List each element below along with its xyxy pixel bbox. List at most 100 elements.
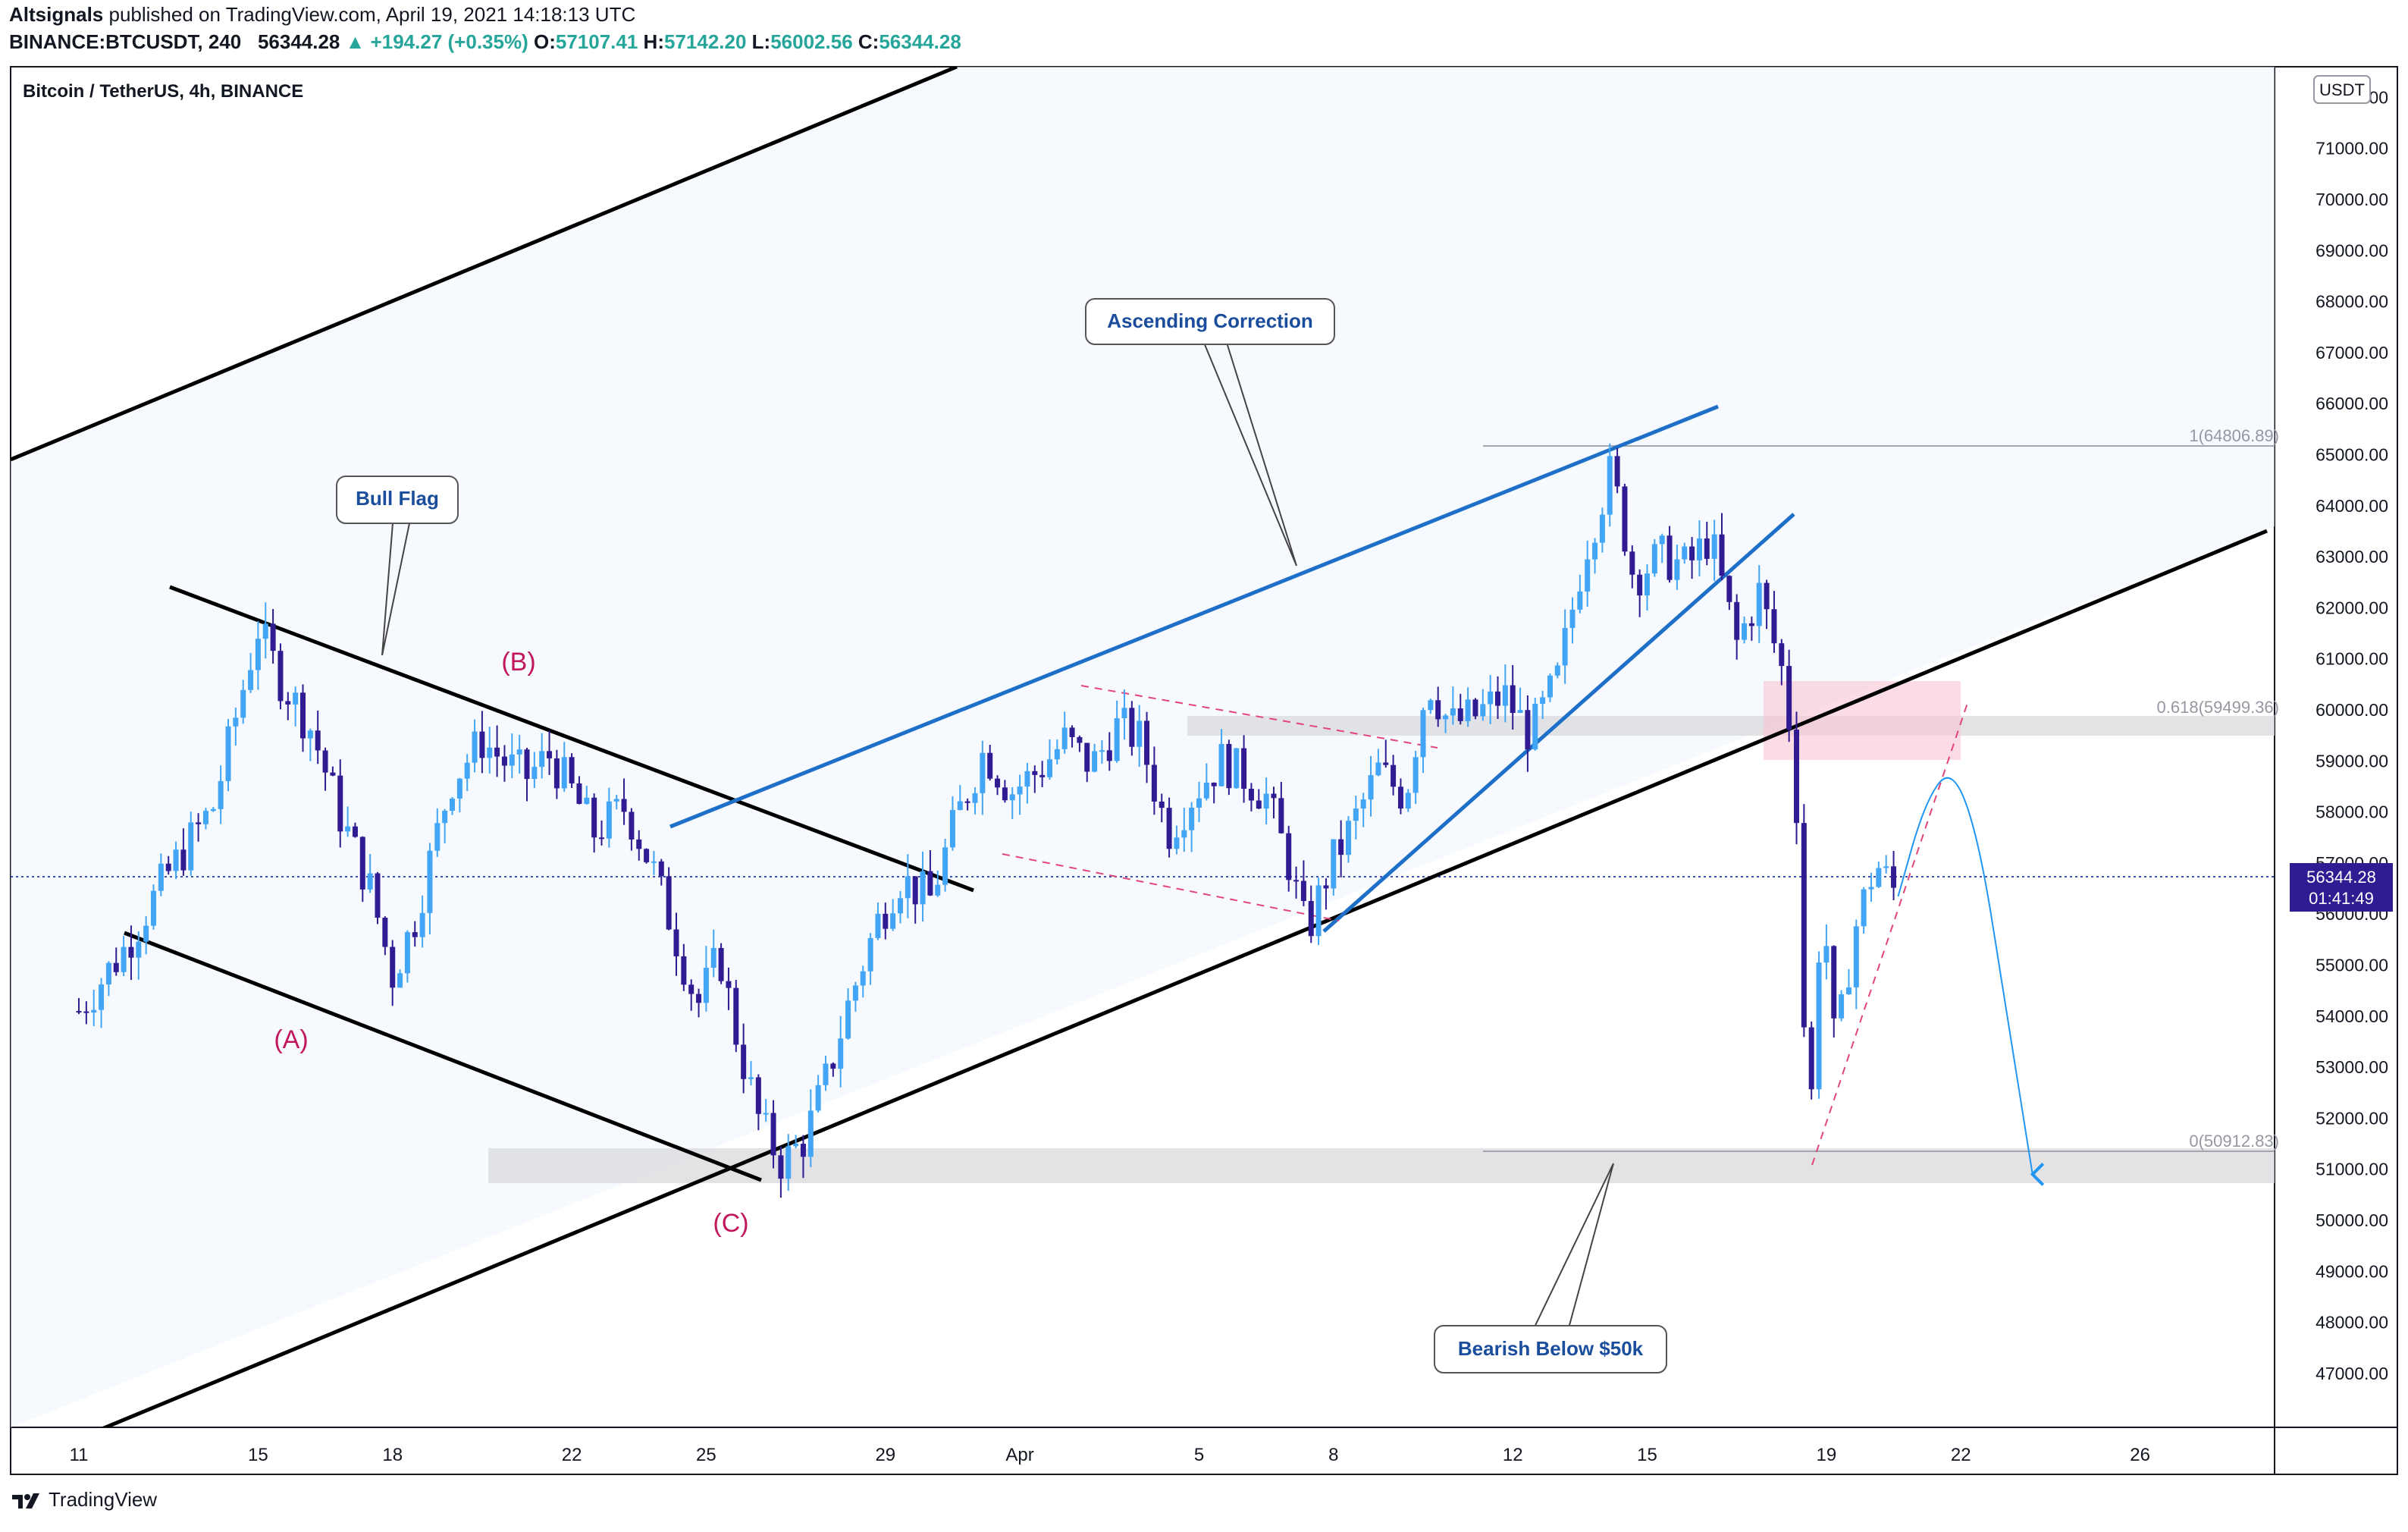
price-tick-label: 51000.00 (2316, 1160, 2388, 1179)
candle-body (1218, 743, 1224, 786)
candle-body (547, 751, 553, 758)
bearish-label: Bearish Below $50k (1458, 1337, 1644, 1360)
time-tick-label: 18 (382, 1445, 403, 1465)
candle-body (494, 747, 500, 757)
candle-body (1450, 708, 1456, 716)
candle-body (456, 778, 462, 799)
candle-body (1689, 546, 1695, 560)
ascending-correction-label: Ascending Correction (1107, 309, 1313, 332)
candle-body (1226, 743, 1232, 789)
candle-body (1457, 708, 1463, 721)
candle-body (1435, 700, 1441, 720)
candle-body (733, 987, 739, 1045)
candle-body (1614, 456, 1620, 487)
candle-body (1286, 833, 1292, 881)
candle-body (1300, 881, 1306, 902)
candle-body (1726, 576, 1732, 602)
price-tick-label: 68000.00 (2316, 292, 2388, 312)
candle-body (688, 984, 694, 994)
candle-body (972, 793, 978, 803)
candle-body (1166, 808, 1172, 849)
price-tick-label: 59000.00 (2316, 751, 2388, 771)
time-tick-label: 15 (248, 1445, 268, 1465)
candle-body (1024, 771, 1030, 787)
time-tick-label: 11 (70, 1445, 89, 1465)
candle-body (666, 876, 672, 930)
candle-body (1203, 782, 1209, 799)
candle-body (233, 717, 239, 727)
candle-body (225, 726, 231, 781)
candle-body (1794, 730, 1799, 824)
price-tick-label: 53000.00 (2316, 1057, 2388, 1077)
candle-body (1047, 759, 1052, 777)
time-axis[interactable]: 11 15 18 22 25 29 Apr 5 8 12 15 19 22 26 (70, 1445, 2150, 1465)
price-tick-label: 60000.00 (2316, 700, 2388, 720)
candle-body (99, 984, 105, 1010)
candle-body (404, 932, 410, 974)
candle-body (1278, 798, 1284, 833)
candle-body (143, 925, 149, 942)
candle-body (1061, 727, 1068, 749)
candle-body (576, 783, 582, 804)
candle-body (1742, 623, 1748, 640)
price-axis[interactable]: 47000.00 48000.00 49000.00 50000.00 51000.00… (2316, 87, 2388, 1383)
bearish-callout-pointer (1529, 1163, 1614, 1337)
candle-body (1017, 786, 1023, 795)
candle-body (293, 692, 299, 705)
candle-body (1241, 748, 1247, 790)
open-label: O: (533, 30, 556, 53)
candle-body (1622, 486, 1628, 552)
open-value: 57107.41 (555, 30, 638, 53)
currency-badge[interactable]: USDT (2313, 75, 2371, 104)
candle-body (1801, 823, 1807, 1028)
candle-body (1009, 794, 1015, 801)
price-tick-label: 69000.00 (2316, 240, 2388, 260)
candle-body (390, 947, 396, 988)
price-tick-label: 63000.00 (2316, 547, 2388, 567)
low-label: L: (751, 30, 771, 53)
candle-body (1629, 551, 1635, 575)
candle-body (1607, 456, 1613, 515)
candle-body (315, 730, 321, 751)
candle-body (980, 752, 986, 793)
high-value: 57142.20 (663, 30, 747, 53)
flag-upper-line (169, 585, 974, 893)
candle-body (173, 849, 179, 871)
candle-body (1092, 751, 1098, 772)
candle-body (905, 876, 911, 899)
tradingview-logo-icon (12, 1493, 39, 1508)
candle-body (165, 863, 171, 871)
candle-body (442, 811, 448, 824)
candle-body (1428, 700, 1434, 711)
time-tick-label: 25 (696, 1445, 716, 1465)
candle-body (307, 730, 313, 739)
price-tick-label: 67000.00 (2316, 343, 2388, 363)
candle-body (875, 913, 881, 938)
time-tick-label: 26 (2130, 1445, 2150, 1465)
candle-body (1748, 623, 1754, 626)
candle-body (920, 871, 926, 905)
publisher-name[interactable]: Altsignals (9, 3, 104, 26)
price-tick-label: 66000.00 (2316, 394, 2388, 413)
candle-body (1472, 699, 1478, 717)
candle-body (531, 767, 538, 780)
candle-body (995, 778, 1001, 788)
candle-body (330, 772, 336, 776)
candle-body (1868, 887, 1874, 890)
candle-body (1696, 538, 1702, 560)
candle-body (1577, 591, 1583, 610)
tradingview-footer[interactable]: TradingView (11, 1488, 157, 1512)
candle-body (845, 1000, 851, 1039)
candle-body (569, 757, 575, 783)
candle-body (987, 752, 993, 779)
candle-body (1517, 710, 1523, 714)
candle-body (681, 956, 687, 985)
candle-body (1331, 839, 1337, 889)
published-text: published on TradingView.com, April 19, … (108, 3, 636, 26)
price-tick-label: 52000.00 (2316, 1108, 2388, 1128)
candle-body (1465, 699, 1471, 721)
time-tick-label: Apr (1005, 1445, 1033, 1465)
candle-body (748, 1077, 754, 1079)
candle-body (240, 689, 246, 718)
